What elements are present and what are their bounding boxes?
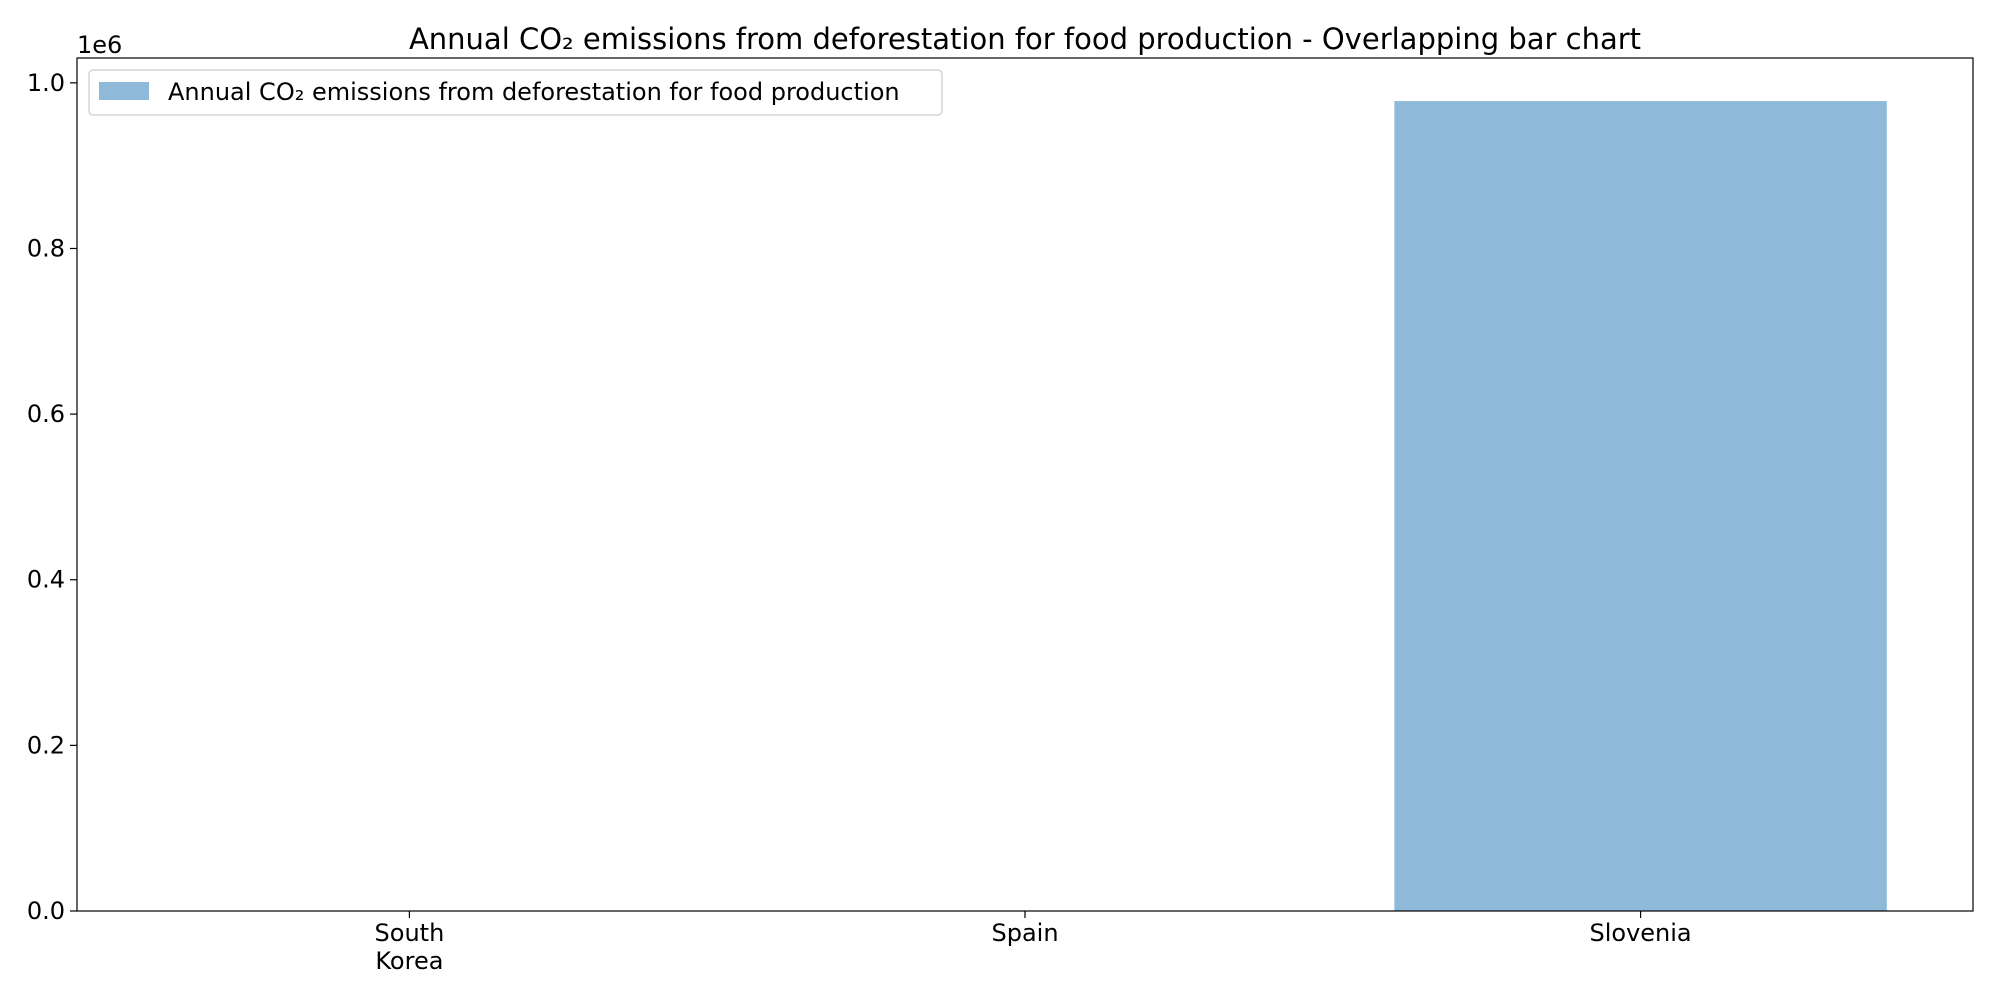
legend-label: Annual CO₂ emissions from deforestation … [168, 78, 900, 106]
legend: Annual CO₂ emissions from deforestation … [88, 69, 943, 116]
x-tick-label: South Korea [375, 919, 445, 975]
y-axis-offset-label: 1e6 [77, 31, 122, 59]
x-tick-label: Slovenia [1590, 919, 1692, 947]
plot-area [1394, 101, 1887, 911]
y-tick-label: 0.0 [27, 897, 65, 925]
y-axis: 0.0 0.2 0.4 0.6 0.8 1.0 [27, 69, 77, 925]
y-tick-label: 1.0 [27, 69, 65, 97]
x-tick-label: Spain [991, 919, 1058, 947]
y-tick-label: 0.6 [27, 400, 65, 428]
x-axis: South Korea Spain Slovenia [375, 911, 1692, 975]
bar [1394, 101, 1887, 911]
legend-swatch [99, 82, 149, 100]
y-tick-label: 0.4 [27, 566, 65, 594]
y-tick-label: 0.8 [27, 234, 65, 262]
y-tick-label: 0.2 [27, 731, 65, 759]
chart-title: Annual CO₂ emissions from deforestation … [409, 22, 1641, 56]
legend-box [88, 69, 943, 116]
